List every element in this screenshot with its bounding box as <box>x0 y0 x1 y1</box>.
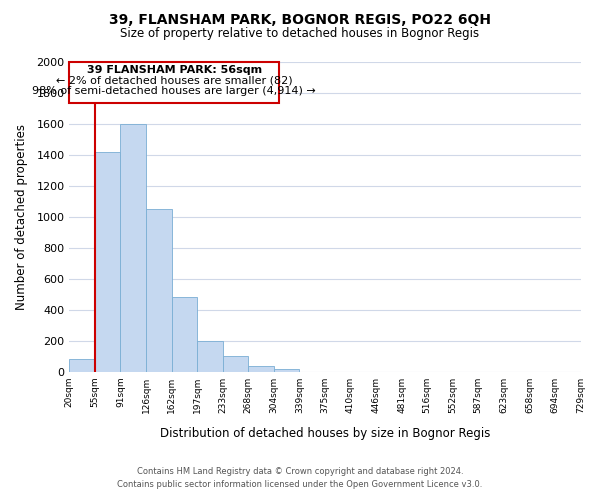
X-axis label: Distribution of detached houses by size in Bognor Regis: Distribution of detached houses by size … <box>160 427 490 440</box>
Bar <box>248 366 274 372</box>
Bar <box>197 341 223 372</box>
Text: 39, FLANSHAM PARK, BOGNOR REGIS, PO22 6QH: 39, FLANSHAM PARK, BOGNOR REGIS, PO22 6Q… <box>109 12 491 26</box>
Text: 39 FLANSHAM PARK: 56sqm: 39 FLANSHAM PARK: 56sqm <box>86 66 262 76</box>
Text: Size of property relative to detached houses in Bognor Regis: Size of property relative to detached ho… <box>121 28 479 40</box>
Bar <box>95 152 121 372</box>
Text: 98% of semi-detached houses are larger (4,914) →: 98% of semi-detached houses are larger (… <box>32 86 316 96</box>
FancyBboxPatch shape <box>70 62 279 104</box>
Bar <box>121 124 146 372</box>
Bar <box>274 369 299 372</box>
Text: ← 2% of detached houses are smaller (82): ← 2% of detached houses are smaller (82) <box>56 76 292 86</box>
Bar <box>70 359 95 372</box>
Text: Contains HM Land Registry data © Crown copyright and database right 2024.: Contains HM Land Registry data © Crown c… <box>137 467 463 476</box>
Y-axis label: Number of detached properties: Number of detached properties <box>15 124 28 310</box>
Bar <box>146 209 172 372</box>
Bar <box>172 298 197 372</box>
Bar <box>223 356 248 372</box>
Text: Contains public sector information licensed under the Open Government Licence v3: Contains public sector information licen… <box>118 480 482 489</box>
